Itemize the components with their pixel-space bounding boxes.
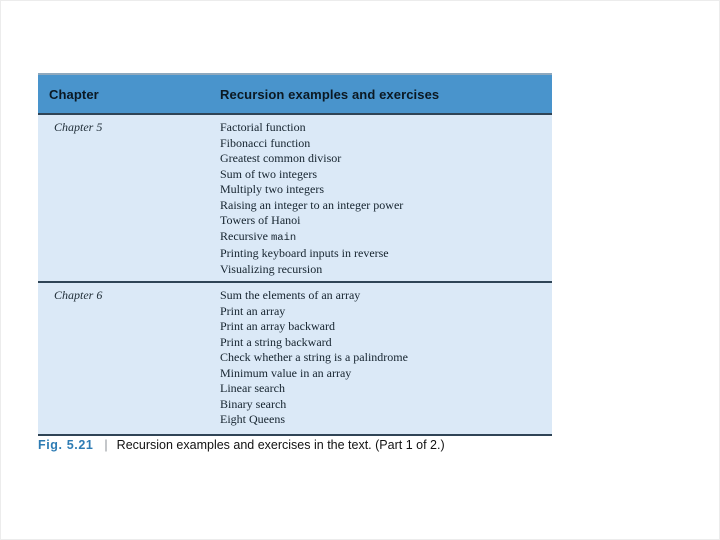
exercise-item: Check whether a string is a palindrome (220, 350, 408, 364)
exercise-list: Sum the elements of an array Print an arr… (220, 288, 552, 428)
exercise-item: Binary search (220, 396, 287, 411)
exercise-item: Factorial function (220, 120, 306, 134)
chapter-cell: Chapter 5 (54, 120, 103, 134)
table-top-rule (38, 73, 552, 75)
caption-separator: | (104, 438, 108, 452)
exercise-item: Minimum value in an array (220, 365, 352, 380)
exercise-item: Greatest common divisor (220, 151, 342, 165)
exercise-item: Sum the elements of an array (220, 288, 361, 302)
figure-number-label: Fig. 5.21 (38, 438, 94, 452)
figure-caption: Fig. 5.21 | Recursion examples and exerc… (38, 438, 678, 452)
exercise-item: Visualizing recursion (220, 261, 323, 276)
table-header-row: Chapter Recursion examples and exercises (38, 75, 552, 115)
table-body: Chapter 5 Factorial function Fibonacci fun… (38, 115, 552, 436)
exercise-item: Linear search (220, 381, 285, 395)
exercise-item: Recursive main (220, 228, 297, 244)
table-row: Chapter 6 Sum the elements of an array Pri… (38, 283, 552, 436)
exercise-item: Multiply two integers (220, 182, 324, 196)
exercise-item: Towers of Hanoi (220, 213, 301, 227)
examples-cell: Factorial function Fibonacci function Grea… (220, 120, 552, 277)
table-row: Chapter 5 Factorial function Fibonacci fun… (38, 115, 552, 283)
exercise-item: Eight Queens (220, 412, 285, 426)
caption-text: Recursion examples and exercises in the … (116, 438, 445, 452)
exercise-item: Print an array (220, 303, 286, 318)
recursion-examples-table: Chapter Recursion examples and exercises… (38, 73, 552, 436)
exercise-item: Print an array backward (220, 319, 335, 333)
exercise-item: Printing keyboard inputs in reverse (220, 246, 389, 260)
column-header-chapter: Chapter (49, 86, 99, 102)
exercise-list: Factorial function Fibonacci function Grea… (220, 120, 552, 277)
chapter-cell: Chapter 6 (54, 288, 103, 302)
column-header-examples: Recursion examples and exercises (220, 86, 440, 102)
exercise-item: Fibonacci function (220, 135, 311, 150)
exercise-item: Print a string backward (220, 334, 332, 349)
examples-cell: Sum the elements of an array Print an arr… (220, 288, 552, 428)
exercise-item: Sum of two integers (220, 166, 317, 181)
exercise-item: Raising an integer to an integer power (220, 197, 404, 212)
